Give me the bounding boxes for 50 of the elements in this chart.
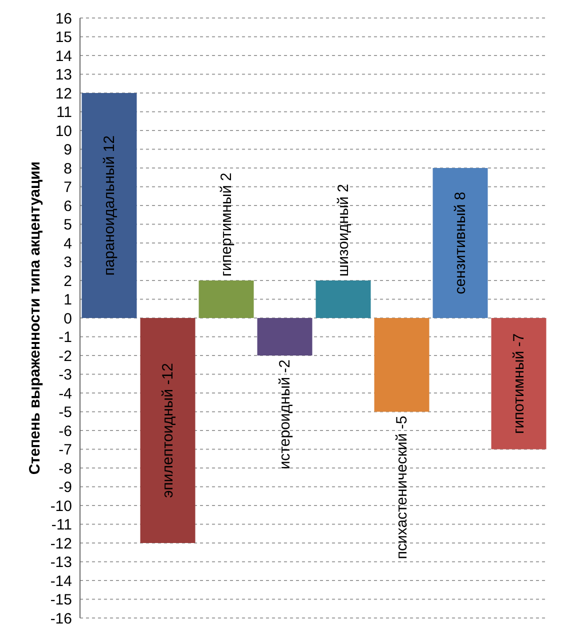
y-tick-label: 0 — [64, 310, 72, 328]
y-tick-label: 10 — [55, 122, 72, 140]
y-tick-label: -8 — [58, 460, 72, 478]
y-tick-label: -10 — [50, 498, 72, 515]
y-tick-label: 5 — [64, 216, 72, 234]
y-tick-label: 16 — [55, 10, 72, 28]
x-tick-label: параноидальный 12 — [100, 135, 118, 276]
y-axis-title: Степень выраженности типа акцентуации — [26, 161, 44, 475]
y-tick-label: 9 — [64, 142, 72, 159]
y-tick-label: 2 — [64, 272, 72, 290]
bar — [491, 318, 546, 450]
y-tick-label: 12 — [55, 85, 72, 102]
x-tick-label: эпилептоидный -12 — [159, 363, 176, 498]
y-tick-label: -2 — [58, 348, 72, 365]
y-tick-label: -14 — [50, 572, 72, 590]
bar — [140, 318, 196, 543]
y-tick-label: -1 — [58, 329, 72, 346]
bar — [198, 280, 254, 318]
x-tick-label: гипертимный 2 — [218, 172, 235, 276]
y-tick-label: -5 — [58, 404, 72, 422]
y-tick-label: -3 — [58, 366, 72, 384]
y-tick-label: 8 — [64, 160, 72, 178]
bar — [82, 93, 137, 318]
y-tick-label: -9 — [58, 479, 72, 496]
y-tick-label: 15 — [55, 29, 72, 46]
bar — [432, 168, 488, 318]
y-tick-label: -7 — [58, 442, 72, 459]
y-tick-label: 7 — [64, 179, 72, 196]
y-tick-label: 3 — [64, 254, 72, 272]
y-tick-label: 11 — [56, 104, 72, 122]
y-tick-label: 4 — [64, 235, 72, 252]
y-tick-label: -6 — [58, 422, 72, 440]
y-tick-label: -15 — [50, 592, 72, 609]
y-tick-label: -12 — [50, 535, 72, 552]
x-tick-label: гипотимный -7 — [510, 333, 528, 434]
bar — [257, 318, 312, 356]
y-tick-label: -11 — [51, 516, 72, 534]
y-tick-label: 13 — [55, 66, 72, 84]
y-tick-label: 1 — [64, 292, 72, 309]
bar — [316, 280, 371, 318]
y-tick-label: 6 — [64, 198, 72, 215]
x-tick-label: истероидный -2 — [276, 360, 294, 470]
y-tick-label: 14 — [55, 48, 72, 65]
bar — [374, 318, 430, 412]
y-tick-label: -13 — [50, 554, 72, 572]
y-tick-label: -4 — [58, 385, 72, 402]
x-tick-label: шизоидный 2 — [334, 184, 352, 276]
y-tick-label: -16 — [50, 610, 72, 628]
x-tick-label: психастенический -5 — [393, 416, 410, 560]
x-tick-label: сензитивный 8 — [452, 192, 469, 294]
